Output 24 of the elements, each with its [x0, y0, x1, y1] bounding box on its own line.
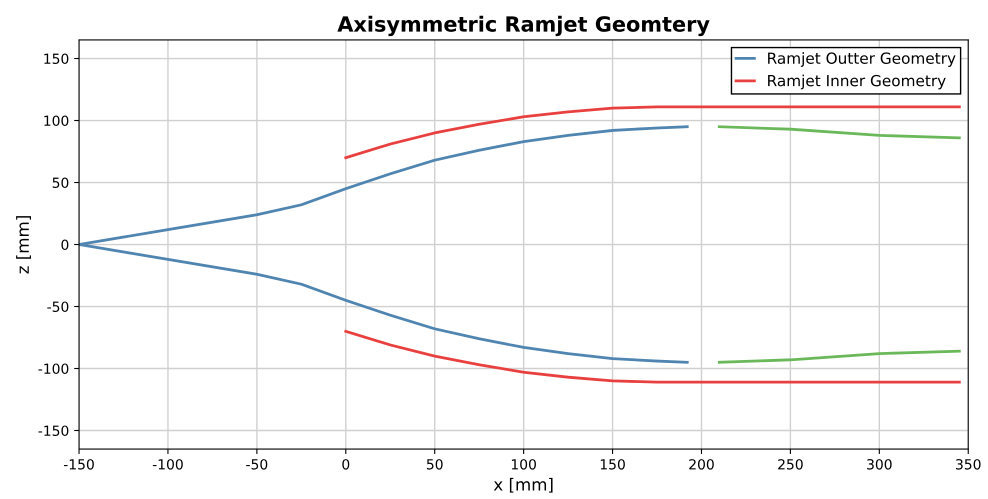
x-tick-label: 350	[956, 459, 981, 470]
line-series	[79, 125, 689, 364]
y-tick-label: 150	[44, 53, 68, 64]
x-tick-label: -100	[152, 459, 183, 470]
x-tick-label: 200	[689, 459, 714, 470]
x-tick-label: 100	[512, 459, 536, 470]
legend-label: Ramjet Outter Geometry	[768, 52, 956, 67]
y-tick-label: -100	[38, 363, 68, 374]
x-tick-label: -50	[246, 459, 268, 470]
y-tick-label: -50	[47, 301, 68, 312]
x-tick-label: 300	[867, 459, 892, 470]
y-tick-label: -150	[38, 425, 68, 436]
x-tick-label: 250	[778, 459, 803, 470]
x-tick-label: 0	[342, 459, 350, 470]
x-tick-label: 50	[426, 459, 443, 470]
y-tick-label: 50	[52, 177, 68, 188]
y-axis-title: z [mm]	[16, 216, 31, 274]
y-tick-label: 100	[44, 115, 68, 126]
x-tick-label: 150	[600, 459, 625, 470]
y-tick-label: 0	[61, 239, 68, 250]
legend-label: Ramjet Inner Geometry	[768, 74, 946, 90]
x-tick-label: -150	[64, 459, 94, 470]
chart-title: Axisymmetric Ramjet Geomtery	[337, 16, 710, 36]
x-axis-title: x [mm]	[494, 478, 553, 493]
